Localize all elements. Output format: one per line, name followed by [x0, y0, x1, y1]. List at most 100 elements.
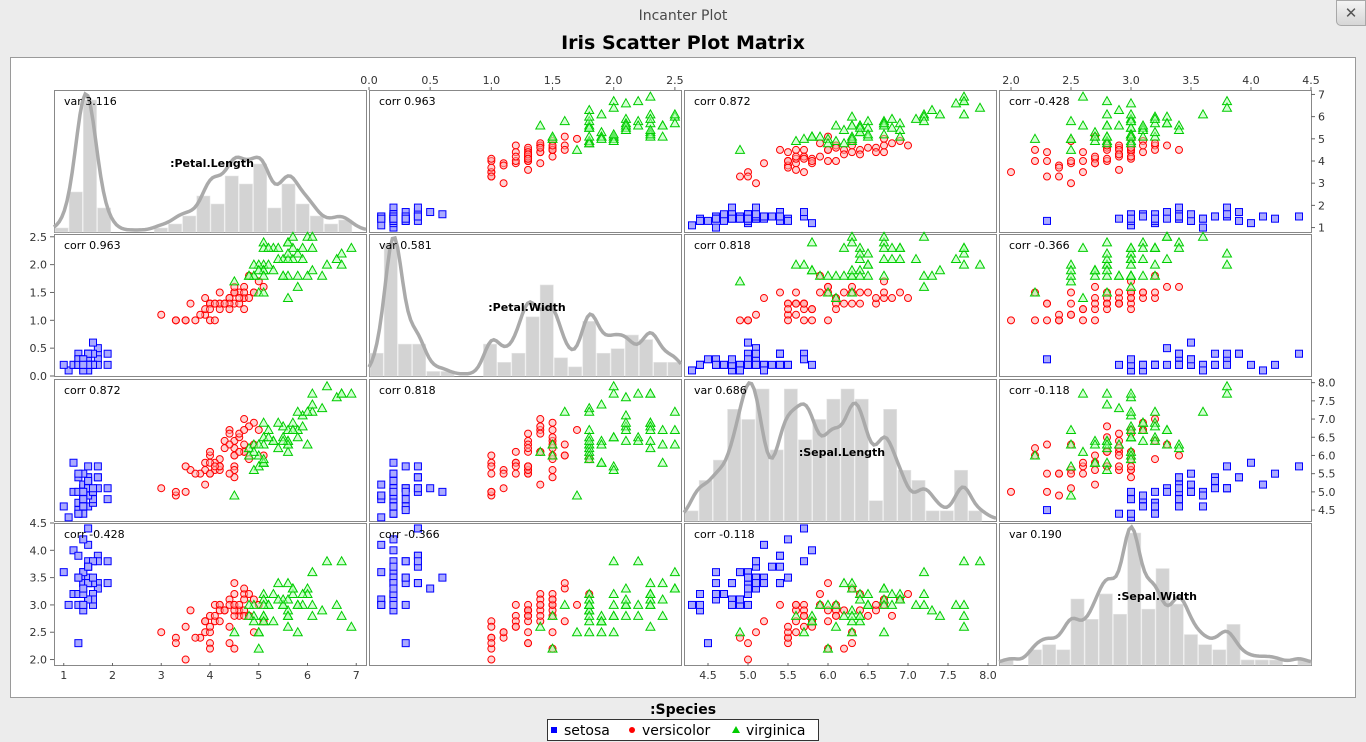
point-versicolor	[1091, 480, 1099, 489]
histogram-bar	[497, 362, 512, 377]
point-versicolor	[1115, 429, 1123, 438]
point-virginica	[608, 135, 620, 146]
point-virginica	[894, 593, 906, 604]
point-versicolor	[181, 622, 190, 631]
point-virginica	[268, 615, 279, 626]
point-virginica	[620, 124, 632, 134]
point-setosa	[760, 366, 768, 375]
point-versicolor	[548, 628, 557, 637]
point-virginica	[862, 588, 874, 598]
point-versicolor	[181, 462, 190, 471]
x-tick-label: 6	[304, 669, 311, 682]
point-virginica	[1125, 108, 1137, 119]
point-virginica	[838, 577, 850, 588]
point-virginica	[307, 264, 318, 275]
point-virginica	[258, 599, 269, 609]
point-setosa	[1295, 212, 1303, 221]
point-setosa	[389, 509, 398, 518]
point-versicolor	[1103, 299, 1111, 308]
correlation-label: corr -0.118	[1009, 384, 1070, 397]
point-setosa	[736, 568, 744, 577]
histogram-bar	[610, 348, 625, 377]
point-virginica	[645, 124, 656, 134]
point-versicolor	[157, 628, 166, 637]
point-setosa	[1235, 349, 1243, 358]
point-setosa	[93, 344, 102, 353]
point-virginica	[1137, 424, 1149, 434]
point-virginica	[1161, 117, 1173, 128]
point-setosa	[1127, 495, 1135, 504]
point-virginica	[798, 133, 810, 143]
point-versicolor	[181, 487, 190, 496]
point-versicolor	[744, 172, 752, 181]
point-setosa	[1235, 208, 1243, 217]
point-virginica	[1089, 439, 1101, 449]
point-virginica	[620, 610, 632, 620]
point-setosa	[752, 203, 760, 212]
density-curve	[52, 91, 367, 232]
point-virginica	[822, 270, 834, 280]
point-versicolor	[856, 288, 864, 297]
point-virginica	[1065, 264, 1077, 275]
point-versicolor	[548, 152, 557, 161]
point-virginica	[1077, 292, 1089, 303]
point-versicolor	[560, 617, 569, 626]
point-versicolor	[880, 148, 888, 157]
histogram-bar	[511, 352, 526, 377]
point-virginica	[632, 599, 644, 609]
y-tick-label: 8.0	[1318, 377, 1336, 390]
point-virginica	[790, 610, 802, 620]
point-setosa	[377, 480, 386, 489]
point-virginica	[336, 610, 347, 620]
point-virginica	[287, 588, 299, 598]
point-setosa	[69, 546, 78, 555]
point-versicolor	[1055, 163, 1063, 172]
y-tick-label: 1.0	[30, 314, 48, 327]
point-versicolor	[1079, 469, 1087, 478]
point-setosa	[389, 458, 398, 467]
histogram-bar	[1240, 659, 1255, 666]
point-virginica	[248, 259, 260, 269]
point-virginica	[596, 626, 607, 637]
point-virginica	[926, 270, 938, 280]
x-tick-label: 3.0	[1122, 74, 1140, 87]
point-setosa	[808, 546, 816, 555]
x-tick-label: 0.0	[360, 74, 378, 87]
point-versicolor	[487, 655, 496, 664]
point-virginica	[321, 380, 333, 391]
point-versicolor	[1115, 165, 1123, 174]
point-virginica	[878, 626, 890, 637]
point-versicolor	[1127, 473, 1135, 482]
point-versicolor	[1043, 157, 1051, 165]
point-virginica	[620, 97, 632, 108]
point-setosa	[413, 203, 422, 212]
point-virginica	[1125, 97, 1137, 108]
histogram-bar	[568, 366, 583, 377]
point-versicolor	[171, 487, 180, 496]
point-setosa	[413, 557, 422, 566]
histogram-bar	[153, 227, 168, 233]
point-versicolor	[573, 425, 581, 434]
y-tick-label: 2.5	[30, 626, 48, 639]
point-virginica	[1029, 133, 1041, 143]
point-setosa	[1211, 476, 1219, 485]
point-versicolor	[880, 141, 888, 150]
point-versicolor	[206, 305, 214, 314]
point-versicolor	[776, 145, 784, 154]
point-versicolor	[511, 622, 520, 631]
point-setosa	[84, 476, 93, 485]
point-versicolor	[536, 480, 545, 489]
point-versicolor	[1091, 159, 1099, 168]
point-versicolor	[808, 305, 816, 314]
point-setosa	[1163, 487, 1171, 496]
point-virginica	[336, 555, 347, 566]
point-virginica	[645, 599, 656, 609]
point-versicolor	[736, 316, 744, 325]
point-setosa	[800, 557, 808, 566]
histogram-bar	[338, 219, 353, 233]
point-virginica	[657, 457, 669, 467]
point-virginica	[645, 588, 656, 598]
x-tick-label: 2.0	[605, 74, 623, 87]
point-virginica	[1065, 275, 1077, 286]
point-versicolor	[487, 172, 496, 181]
